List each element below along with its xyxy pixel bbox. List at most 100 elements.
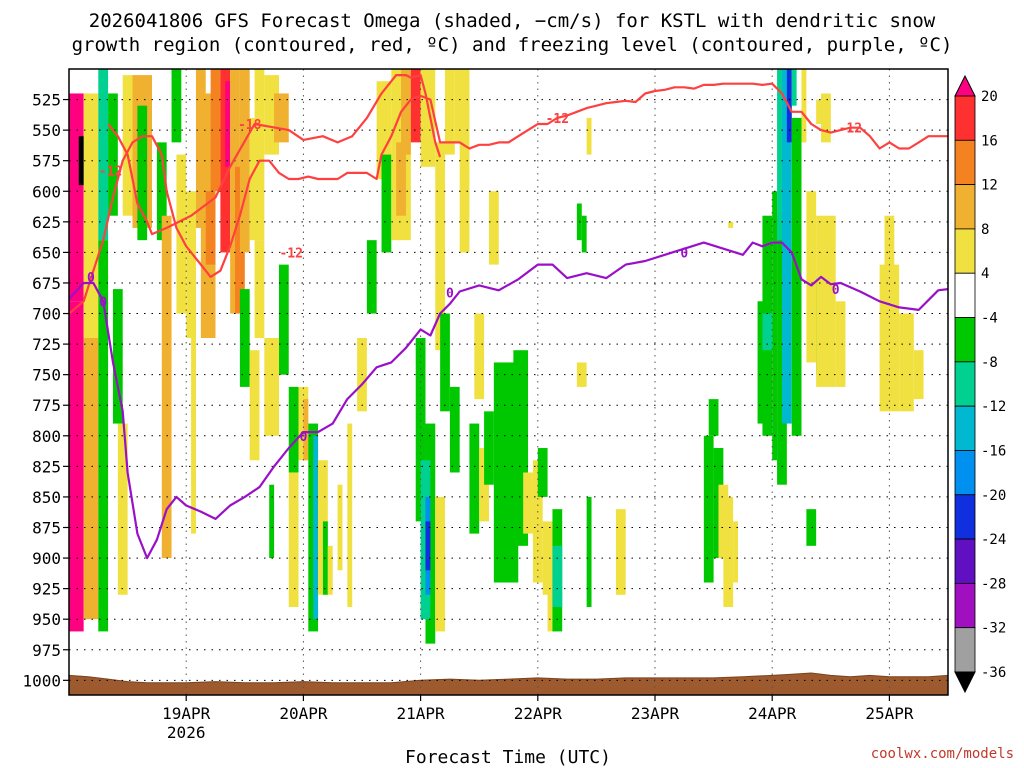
ytick-label-800: 800 <box>32 427 61 446</box>
omega-cell-85 <box>581 215 587 253</box>
colorbar-label-8: -16 <box>981 443 1006 459</box>
omega-cell-95 <box>733 521 739 583</box>
omega-cell-114 <box>816 99 826 125</box>
omega-cell-27 <box>239 69 250 253</box>
omega-cell-76 <box>488 191 499 265</box>
colorbar-band-6 <box>954 317 976 363</box>
omega-cell-68 <box>459 69 470 253</box>
omega-cell-50 <box>366 240 377 314</box>
colorbar-label-0: 20 <box>981 89 998 105</box>
omega-cell-91 <box>713 448 724 559</box>
freezing-level-contour <box>69 241 948 560</box>
ytick-label-725: 725 <box>32 335 61 354</box>
freezing-label-4: 0 <box>680 246 688 261</box>
omega-cell-6 <box>108 93 118 216</box>
omega-cell-18 <box>191 313 196 534</box>
colorbar-label-11: -28 <box>981 576 1006 592</box>
omega-cell-52 <box>381 154 392 253</box>
xtick-label-21APR: 21APR <box>397 704 446 723</box>
plot-frame <box>68 68 949 696</box>
omega-cell-117 <box>899 313 914 412</box>
omega-cell-80 <box>547 582 558 632</box>
xtick-sublabel-year: 2026 <box>167 723 206 742</box>
omega-cell-63 <box>435 142 446 351</box>
omega-cell-31 <box>274 93 289 143</box>
omega-cell-17 <box>186 191 196 338</box>
omega-cell-11 <box>117 423 128 595</box>
colorbar-top-arrow <box>954 74 976 97</box>
omega-cell-102 <box>777 69 782 241</box>
dgz-minus12-contour <box>69 82 948 315</box>
colorbar-band-11 <box>954 538 976 584</box>
ytick-label-575: 575 <box>32 152 61 171</box>
xtick-label-19APR: 19APR <box>162 704 211 723</box>
colorbar-label-13: -36 <box>981 665 1006 681</box>
omega-cell-7 <box>98 240 109 632</box>
colorbar-label-12: -32 <box>981 621 1006 637</box>
omega-cell-13 <box>156 142 167 241</box>
terrain-surface <box>69 672 948 695</box>
omega-cell-57 <box>420 69 436 167</box>
colorbar-label-2: 12 <box>981 178 998 194</box>
colorbar-label-4: 4 <box>981 266 989 282</box>
ytick-label-775: 775 <box>32 396 61 415</box>
omega-cell-118 <box>913 350 924 400</box>
omega-cell-101 <box>762 313 773 351</box>
terrain-layer <box>69 672 948 695</box>
omega-shading-layer <box>69 69 924 644</box>
omega-cell-86 <box>586 117 592 155</box>
ytick-label-700: 700 <box>32 305 61 324</box>
ytick-label-675: 675 <box>32 274 61 293</box>
omega-cell-70 <box>469 423 480 534</box>
omega-cell-2 <box>83 93 99 338</box>
ytick-label-1000: 1000 <box>22 671 61 690</box>
omega-cell-89 <box>615 509 626 595</box>
xtick-label-25APR: 25APR <box>865 704 914 723</box>
xtick-label-24APR: 24APR <box>748 704 797 723</box>
colorbar: 20 16 12 8 4 -4 -8 -12 -16 -20 -24 -28 -32 -36 <box>954 74 1006 694</box>
omega-cell-41 <box>303 399 309 461</box>
ytick-label-525: 525 <box>32 91 61 110</box>
freezing-label-3: 0 <box>446 287 454 302</box>
y-axis-ticks: 525 550 575 600 625 650 675 700 725 750 775 800 825 8… <box>22 91 69 690</box>
colorbar-band-5 <box>954 272 976 318</box>
omega-cell-35 <box>269 484 275 559</box>
colorbar-label-1: 16 <box>981 133 998 149</box>
omega-cell-107 <box>801 69 807 143</box>
omega-cell-4 <box>78 136 84 186</box>
omega-cell-15 <box>171 69 182 143</box>
omega-cell-108 <box>806 191 817 363</box>
omega-cell-10 <box>112 289 123 424</box>
omega-cell-28 <box>249 117 265 241</box>
ytick-label-650: 650 <box>32 243 61 262</box>
omega-cell-39 <box>288 472 299 607</box>
colorbar-band-7 <box>954 361 976 407</box>
omega-cell-83 <box>552 545 563 607</box>
colorbar-band-2 <box>954 139 976 186</box>
ytick-label-975: 975 <box>32 641 61 660</box>
omega-cell-73 <box>484 411 494 485</box>
omega-cell-16 <box>176 154 187 314</box>
colorbar-label-9: -20 <box>981 488 1006 504</box>
omega-cell-22 <box>210 69 221 192</box>
omega-cell-78 <box>532 460 543 583</box>
colorbar-label-10: -24 <box>981 532 1006 548</box>
omega-cell-113 <box>806 509 817 546</box>
omega-cell-90 <box>703 435 714 583</box>
omega-cell-106 <box>791 69 797 106</box>
colorbar-band-12 <box>954 582 976 629</box>
omega-cell-105 <box>791 117 802 436</box>
dgz-top-label: -18 <box>238 118 262 133</box>
omega-cell-87 <box>576 362 587 387</box>
omega-cell-3 <box>83 337 99 620</box>
colorbar-band-8 <box>954 405 976 451</box>
omega-cell-0 <box>69 93 84 302</box>
omega-cell-8 <box>122 75 133 216</box>
omega-cell-54 <box>396 142 406 216</box>
colorbar-band-3 <box>954 184 976 230</box>
chart-title-line-1: 2026041806 GFS Forecast Omega (shaded, −… <box>89 10 936 32</box>
omega-cell-34 <box>254 240 265 338</box>
gridlines <box>69 69 948 695</box>
